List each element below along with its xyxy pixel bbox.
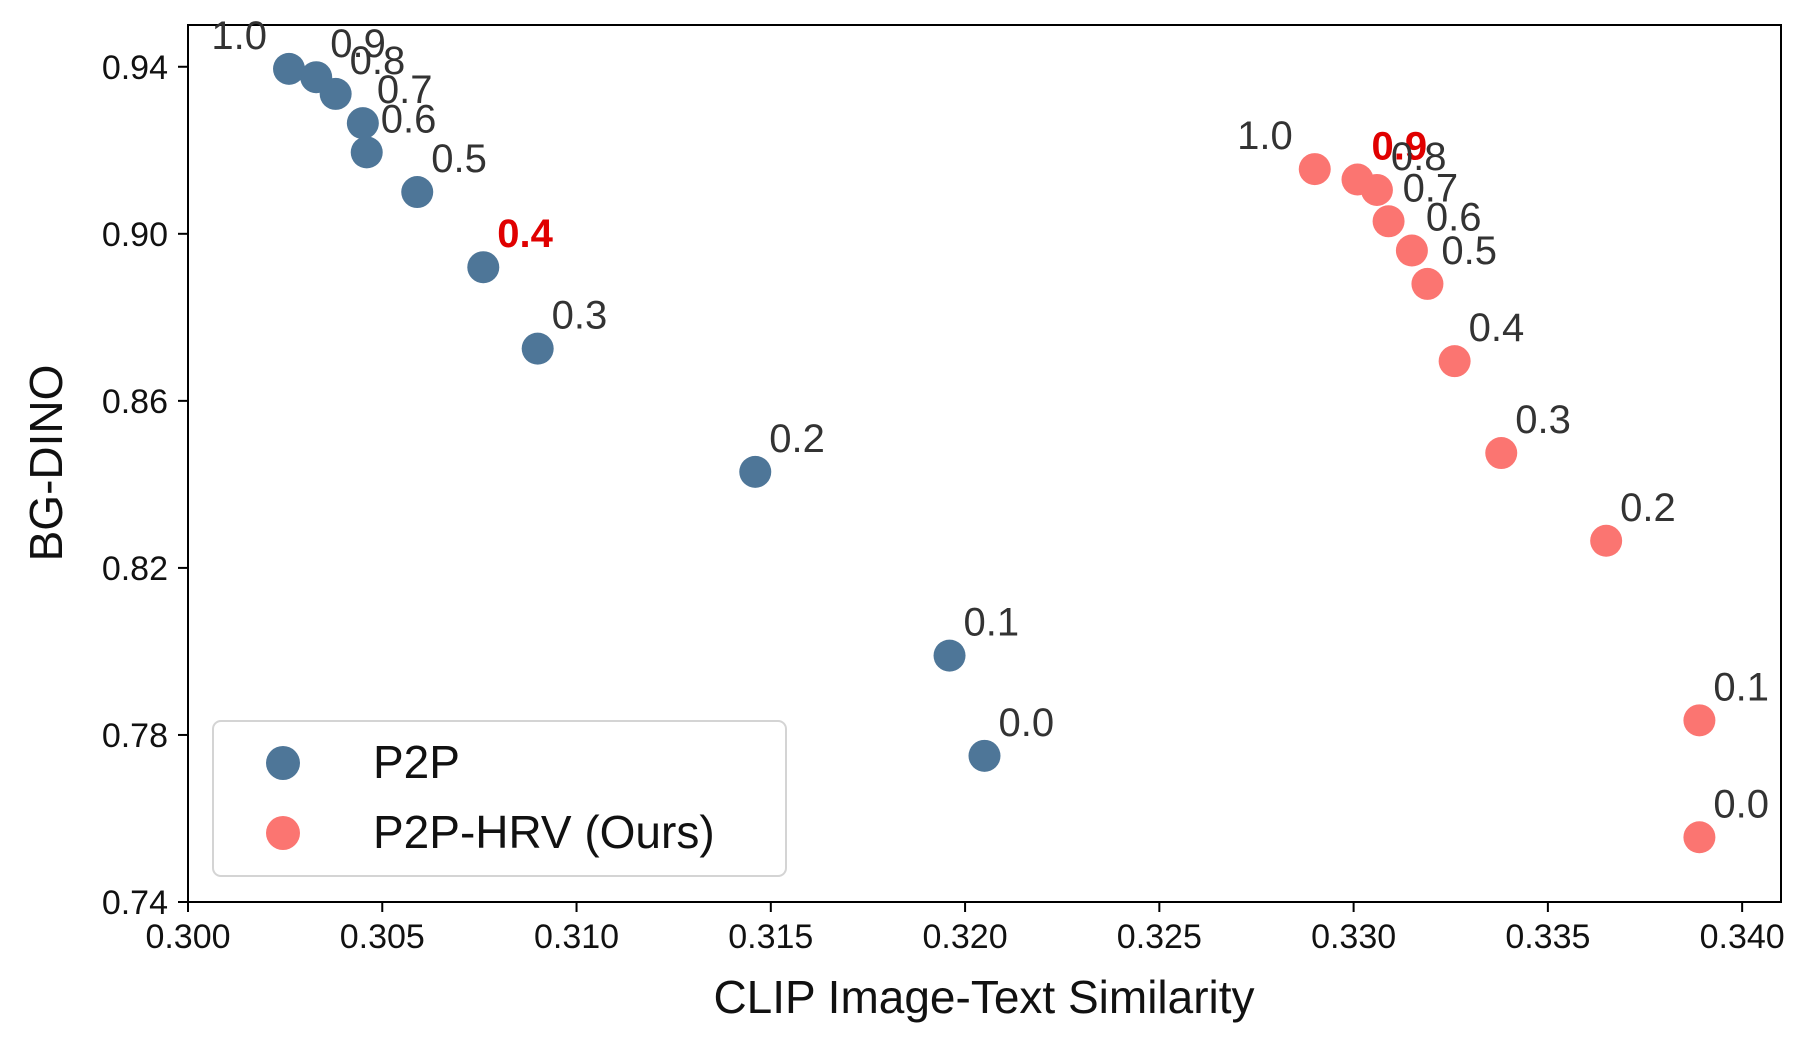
point-p2p — [346, 107, 379, 140]
data-point-labels: 1.0 0.90.80.70.60.50.40.30.20.10.01.0 0.90… — [211, 14, 1769, 826]
point-label-p2p: 0.7 — [377, 68, 433, 112]
x-tick-label: 0.330 — [1311, 918, 1396, 956]
point-p2p — [467, 251, 500, 284]
point-label-p2p-hrv-ours: 0.3 — [1515, 398, 1571, 442]
point-p2p — [401, 176, 434, 209]
point-p2p-hrv-ours — [1683, 704, 1716, 737]
point-label-p2p-hrv-ours: 0.2 — [1620, 486, 1676, 530]
point-p2p — [933, 639, 966, 672]
point-label-p2p: 0.1 — [964, 601, 1020, 645]
point-label-p2p-hrv-ours: 0.5 — [1441, 229, 1497, 273]
x-tick-label: 0.340 — [1700, 918, 1785, 956]
y-tick-label: 0.74 — [102, 884, 168, 922]
point-p2p-hrv-ours — [1395, 234, 1428, 267]
x-tick-label: 0.325 — [1117, 918, 1202, 956]
x-tick-label: 0.310 — [534, 918, 619, 956]
point-label-p2p: 0.4 — [497, 212, 553, 256]
point-p2p — [350, 136, 383, 169]
legend-marker-p2p — [266, 746, 300, 780]
point-p2p-hrv-ours — [1485, 437, 1518, 470]
y-tick-label: 0.94 — [102, 49, 168, 87]
point-p2p-hrv-ours — [1683, 821, 1716, 854]
point-p2p — [273, 52, 306, 85]
point-p2p-hrv-ours — [1411, 267, 1444, 300]
point-label-p2p: 0.6 — [381, 97, 437, 141]
point-label-p2p-hrv-ours: 0.8 — [1391, 135, 1447, 179]
point-label-p2p: 0.5 — [431, 137, 487, 181]
point-p2p-hrv-ours — [1372, 205, 1405, 238]
point-p2p — [739, 455, 772, 488]
point-label-p2p: 0.8 — [350, 39, 406, 83]
point-p2p — [319, 77, 352, 110]
point-label-p2p-hrv-ours: 0.6 — [1426, 196, 1482, 240]
point-label-p2p: 1.0 — [211, 14, 267, 58]
x-tick-label: 0.315 — [728, 918, 813, 956]
data-points — [273, 52, 1716, 854]
point-label-p2p: 0.3 — [552, 294, 608, 338]
point-label-p2p: 0.9 — [330, 22, 386, 66]
y-tick-label: 0.90 — [102, 216, 168, 254]
point-p2p-hrv-ours — [1298, 153, 1331, 186]
y-tick-label: 0.78 — [102, 717, 168, 755]
point-label-p2p-hrv-ours: 0.9 — [1371, 125, 1427, 169]
legend-box — [212, 720, 787, 877]
point-p2p-hrv-ours — [1438, 345, 1471, 378]
point-label-p2p-hrv-ours: 0.0 — [1713, 782, 1769, 826]
point-label-p2p-hrv-ours: 0.7 — [1403, 166, 1459, 210]
point-label-p2p-hrv-ours: 0.4 — [1469, 306, 1525, 350]
legend-marker-p2p-hrv — [266, 816, 300, 850]
y-tick-label: 0.86 — [102, 383, 168, 421]
x-axis-ticks: 0.300 0.305 0.310 0.315 0.320 0.325 0.330 0.335… — [145, 902, 1785, 956]
plot-frame — [187, 24, 1782, 903]
x-tick-label: 0.300 — [145, 918, 230, 956]
point-p2p-hrv-ours — [1590, 524, 1623, 557]
point-label-p2p-hrv-ours: 1.0 — [1237, 114, 1293, 158]
point-p2p — [521, 332, 554, 365]
point-label-p2p: 0.0 — [999, 701, 1055, 745]
y-axis-title: BG-DINO — [20, 365, 72, 562]
y-axis-ticks: 0.74 0.78 0.82 0.86 0.90 0.94 — [102, 49, 188, 922]
x-tick-label: 0.305 — [340, 918, 425, 956]
x-tick-label: 0.320 — [923, 918, 1008, 956]
point-p2p-hrv-ours — [1360, 173, 1393, 206]
point-label-p2p: 0.2 — [769, 417, 825, 461]
y-tick-label: 0.82 — [102, 550, 168, 588]
legend-label-p2p: P2P — [373, 736, 460, 788]
point-p2p — [968, 739, 1001, 772]
x-axis-title: CLIP Image-Text Similarity — [713, 971, 1254, 1023]
legend: P2P P2P-HRV (Ours) — [212, 720, 787, 877]
legend-label-p2p-hrv: P2P-HRV (Ours) — [373, 806, 715, 858]
x-tick-label: 0.335 — [1505, 918, 1590, 956]
point-label-p2p-hrv-ours: 0.1 — [1713, 665, 1769, 709]
